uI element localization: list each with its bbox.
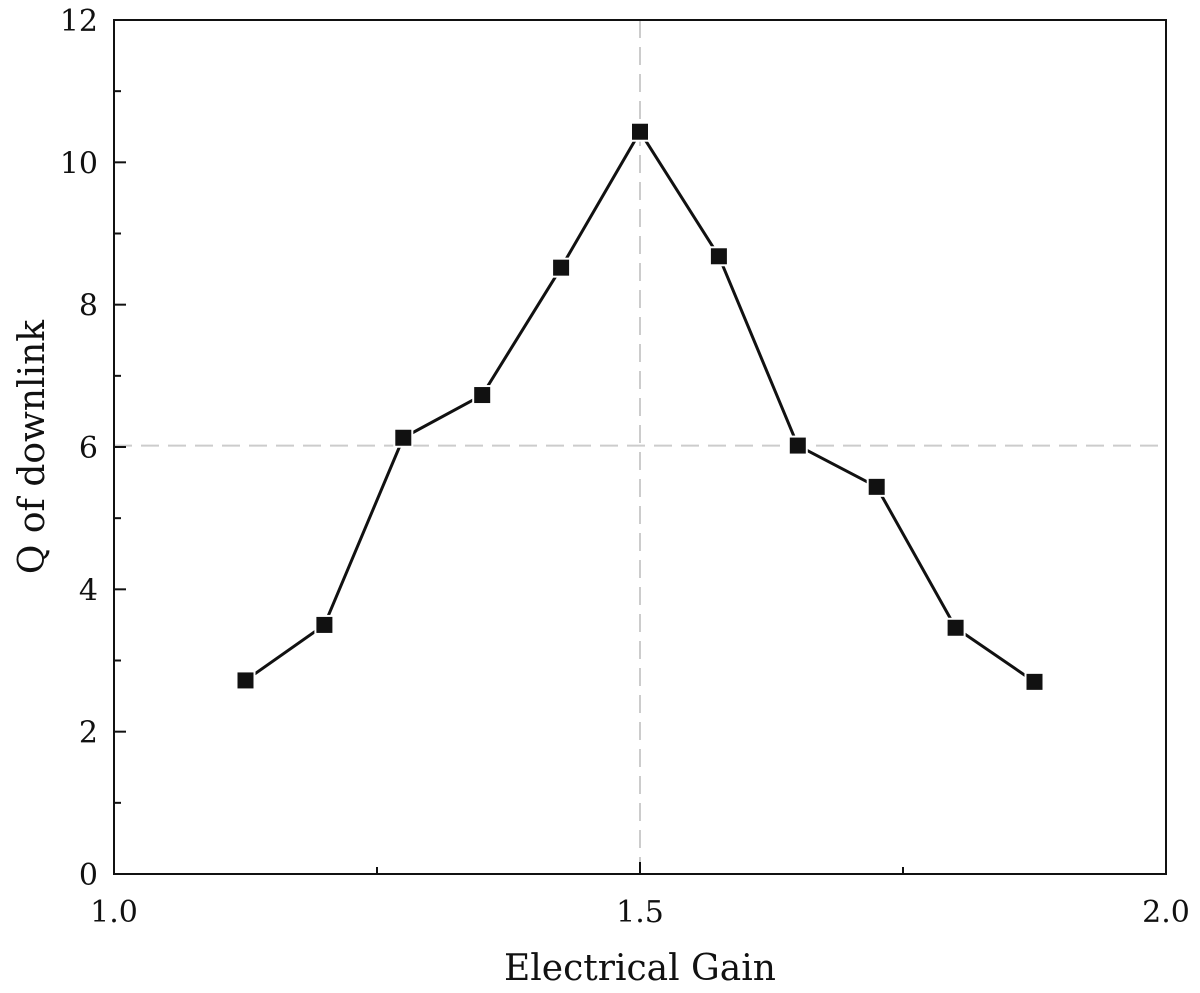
data-point-marker [472, 385, 493, 406]
data-point-marker [1024, 671, 1045, 692]
axis-ticks [113, 19, 1167, 875]
y-tick-label: 2 [79, 716, 98, 751]
y-tick-label: 8 [79, 289, 98, 324]
data-point-marker [945, 617, 966, 638]
y-tick-label: 12 [60, 4, 98, 39]
y-axis-title: Q of downlink [12, 319, 53, 574]
data-point-marker [235, 670, 256, 691]
x-tick-label: 1.5 [616, 895, 664, 930]
axis-tick-labels: 1.0 1.5 2.0 0 2 4 6 8 10 12 [60, 4, 1190, 930]
x-tick-label: 2.0 [1142, 895, 1190, 930]
y-tick-label: 4 [79, 573, 98, 608]
reference-lines [114, 20, 1166, 874]
data-point-marker [787, 435, 808, 456]
data-point-marker [393, 427, 414, 448]
plot-frame [113, 19, 1167, 875]
x-tick-label: 1.0 [90, 895, 138, 930]
series-layer [235, 121, 1045, 692]
y-tick-label: 6 [79, 431, 98, 466]
data-point-marker [314, 614, 335, 635]
data-point-marker [866, 476, 887, 497]
data-point-marker [551, 257, 572, 278]
x-axis-title: Electrical Gain [504, 948, 776, 989]
y-tick-label: 0 [79, 858, 98, 893]
data-point-marker [708, 246, 729, 267]
y-tick-label: 10 [60, 146, 98, 181]
data-point-marker [630, 121, 650, 142]
